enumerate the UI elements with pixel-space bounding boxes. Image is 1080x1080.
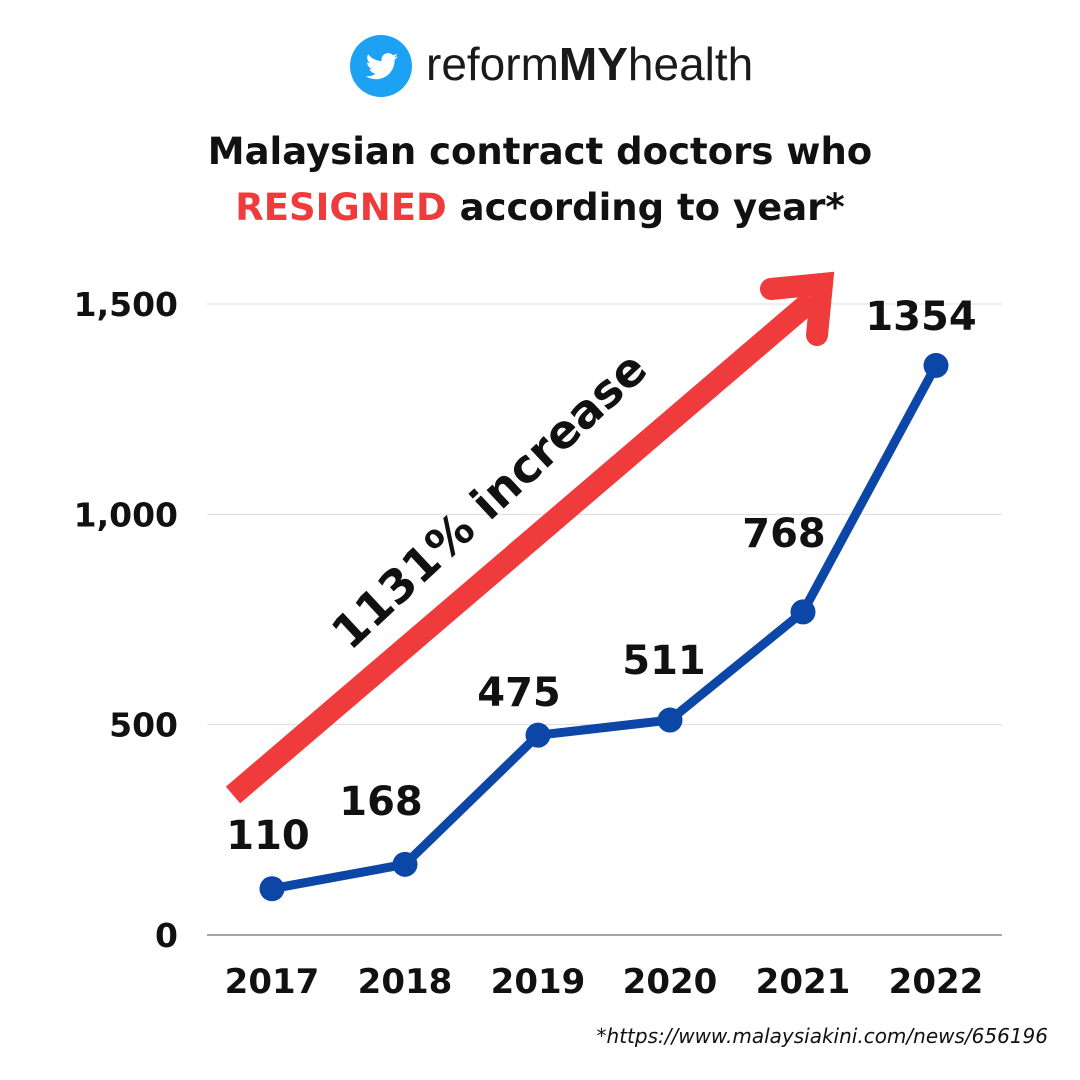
source-citation: *https://www.malaysiakini.com/news/65619…: [596, 1024, 1048, 1048]
data-point: [525, 722, 551, 748]
x-tick-label: 2020: [623, 962, 718, 1002]
y-tick-label: 1,500: [74, 285, 178, 324]
brand-header: reformMYhealth: [0, 30, 1080, 106]
trend-arrow-shaft: [225, 291, 820, 804]
chart-title: Malaysian contract doctors who RESIGNED …: [0, 124, 1080, 236]
series-line: [267, 360, 941, 894]
brand-name: reformMYhealth: [426, 38, 754, 90]
data-label: 110: [226, 813, 310, 859]
data-label: 1354: [865, 294, 976, 340]
data-label: 168: [339, 779, 423, 825]
chart-title-line-2: RESIGNED according to year*: [0, 180, 1080, 236]
data-point: [392, 851, 418, 877]
title-highlight: RESIGNED: [235, 186, 447, 229]
chart-title-line-1: Malaysian contract doctors who: [207, 130, 873, 173]
trend-arrow-head: [760, 271, 835, 346]
data-point: [657, 707, 683, 733]
x-tick-label: 2021: [756, 962, 851, 1002]
y-axis: 0 500 1,000 1,500: [74, 285, 178, 955]
data-label: 511: [622, 638, 706, 684]
data-point: [790, 599, 816, 625]
x-tick-label: 2018: [358, 962, 453, 1002]
data-point: [259, 876, 285, 902]
twitter-bird-icon: [350, 35, 412, 97]
x-tick-label: 2019: [491, 962, 586, 1002]
series-resigned: 110 168 475 511 768 1354: [226, 294, 977, 902]
trend-arrow: 1131% increase: [225, 271, 835, 804]
data-label: 475: [477, 670, 561, 716]
y-tick-label: 1,000: [74, 495, 178, 534]
x-tick-label: 2017: [225, 962, 320, 1002]
increase-annotation: 1131% increase: [321, 341, 657, 660]
y-tick-label: 0: [155, 916, 178, 955]
x-axis: 2017 2018 2019 2020 2021 2022: [225, 962, 984, 1002]
x-tick-label: 2022: [889, 962, 984, 1002]
title-rest: according to year*: [446, 186, 845, 229]
y-tick-label: 500: [109, 706, 178, 745]
data-label: 768: [742, 511, 826, 557]
data-point: [923, 352, 949, 378]
